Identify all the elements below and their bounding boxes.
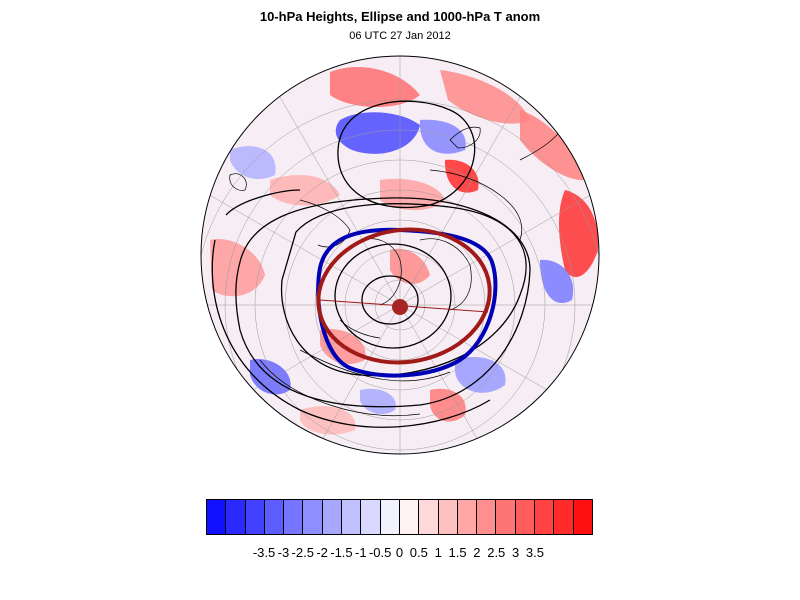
colorbar-swatch [303,500,323,534]
anomaly-patch [419,119,466,154]
anomaly-patch [210,239,265,297]
colorbar-tick-label: -0.5 [368,545,392,560]
colorbar-swatch [573,500,592,534]
anomaly-patch [540,259,574,304]
colorbar-tick-label: 0.5 [409,545,428,560]
anomaly-patch [360,388,396,415]
colorbar-swatch [419,500,439,534]
anomaly-patch [558,190,599,278]
colorbar-swatch [399,500,420,534]
colorbar-swatch [457,500,478,534]
colorbar-swatch [380,500,400,534]
colorbar-tick-label: -2.5 [291,545,314,560]
colorbar-swatch [342,500,362,534]
ellipse-center-marker [392,299,408,315]
colorbar-swatch [322,500,343,534]
colorbar-swatch [207,500,227,534]
colorbar-swatch [264,500,285,534]
colorbar-tick-label: 1.5 [448,545,467,560]
colorbar [206,499,593,535]
colorbar-swatch [515,500,536,534]
map-title: 10-hPa Heights, Ellipse and 1000-hPa T a… [259,9,541,24]
colorbar-tick-label: 2 [473,545,481,560]
anomaly-patch [520,110,585,181]
anomaly-patch [440,70,530,124]
colorbar-swatch [554,500,574,534]
colorbar-swatch [535,500,555,534]
colorbar-swatch [284,500,304,534]
height-contours [211,100,531,428]
colorbar-tick-label: 0 [395,545,404,560]
colorbar-swatch [361,500,381,534]
colorbar-swatch [496,500,516,534]
colorbar-tick-label: -1 [355,545,367,560]
colorbar-swatch [226,500,246,534]
graticule [201,56,599,454]
colorbar-tick-label: -3 [277,545,290,560]
colorbar-tick-label: 3.5 [525,545,544,560]
polar-vortex-ellipses [316,227,498,378]
colorbar-swatch [438,500,458,534]
colorbar-tick-label: 2.5 [487,545,506,560]
colorbar-tick-label: -2 [316,545,328,560]
colorbar-tick-label: 3 [511,545,520,560]
anomaly-patch [330,66,420,108]
ellipse-red [316,227,492,365]
anomaly-patch [444,159,479,193]
colorbar-tick-label: 1 [434,545,442,560]
globe-border [200,55,600,455]
colorbar-swatch [245,500,265,534]
colorbar-tick-label: -1.5 [330,545,353,560]
map-subtitle: 06 UTC 27 Jan 2012 [349,30,451,42]
anomaly-patch [380,178,445,211]
anomaly-patch [335,112,420,154]
colorbar-swatch [477,500,497,534]
colorbar-tick-label: -3.5 [252,545,276,560]
ellipse-blue [316,227,498,378]
